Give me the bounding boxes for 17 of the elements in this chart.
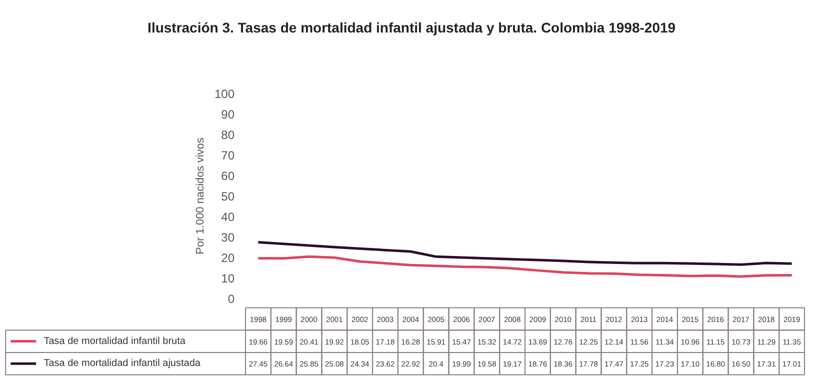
line-series <box>256 240 794 266</box>
y-tick-label: 100 <box>214 87 235 101</box>
y-tick-label: 20 <box>221 251 235 265</box>
chart-title: Ilustración 3. Tasas de mortalidad infantil ajustada y bruta. Colombia 1998-2019 <box>148 20 676 36</box>
y-tick-label: 30 <box>221 230 235 244</box>
y-tick-label: 70 <box>221 148 235 162</box>
y-tick-label: 50 <box>221 190 235 204</box>
line-series <box>256 255 794 278</box>
y-tick-label: 80 <box>221 128 235 142</box>
y-axis-title: Por 1.000 nacidos vivos <box>194 137 206 254</box>
y-tick-label: 40 <box>221 210 235 224</box>
y-tick-label: 10 <box>221 272 235 286</box>
y-tick-label: 60 <box>221 169 235 183</box>
y-tick-label: 0 <box>228 292 235 306</box>
legend-label: Tasa de mortalidad infantil ajustada <box>44 358 201 370</box>
y-tick-label: 90 <box>221 108 235 122</box>
legend-label: Tasa de mortalidad infantil bruta <box>44 336 186 347</box>
